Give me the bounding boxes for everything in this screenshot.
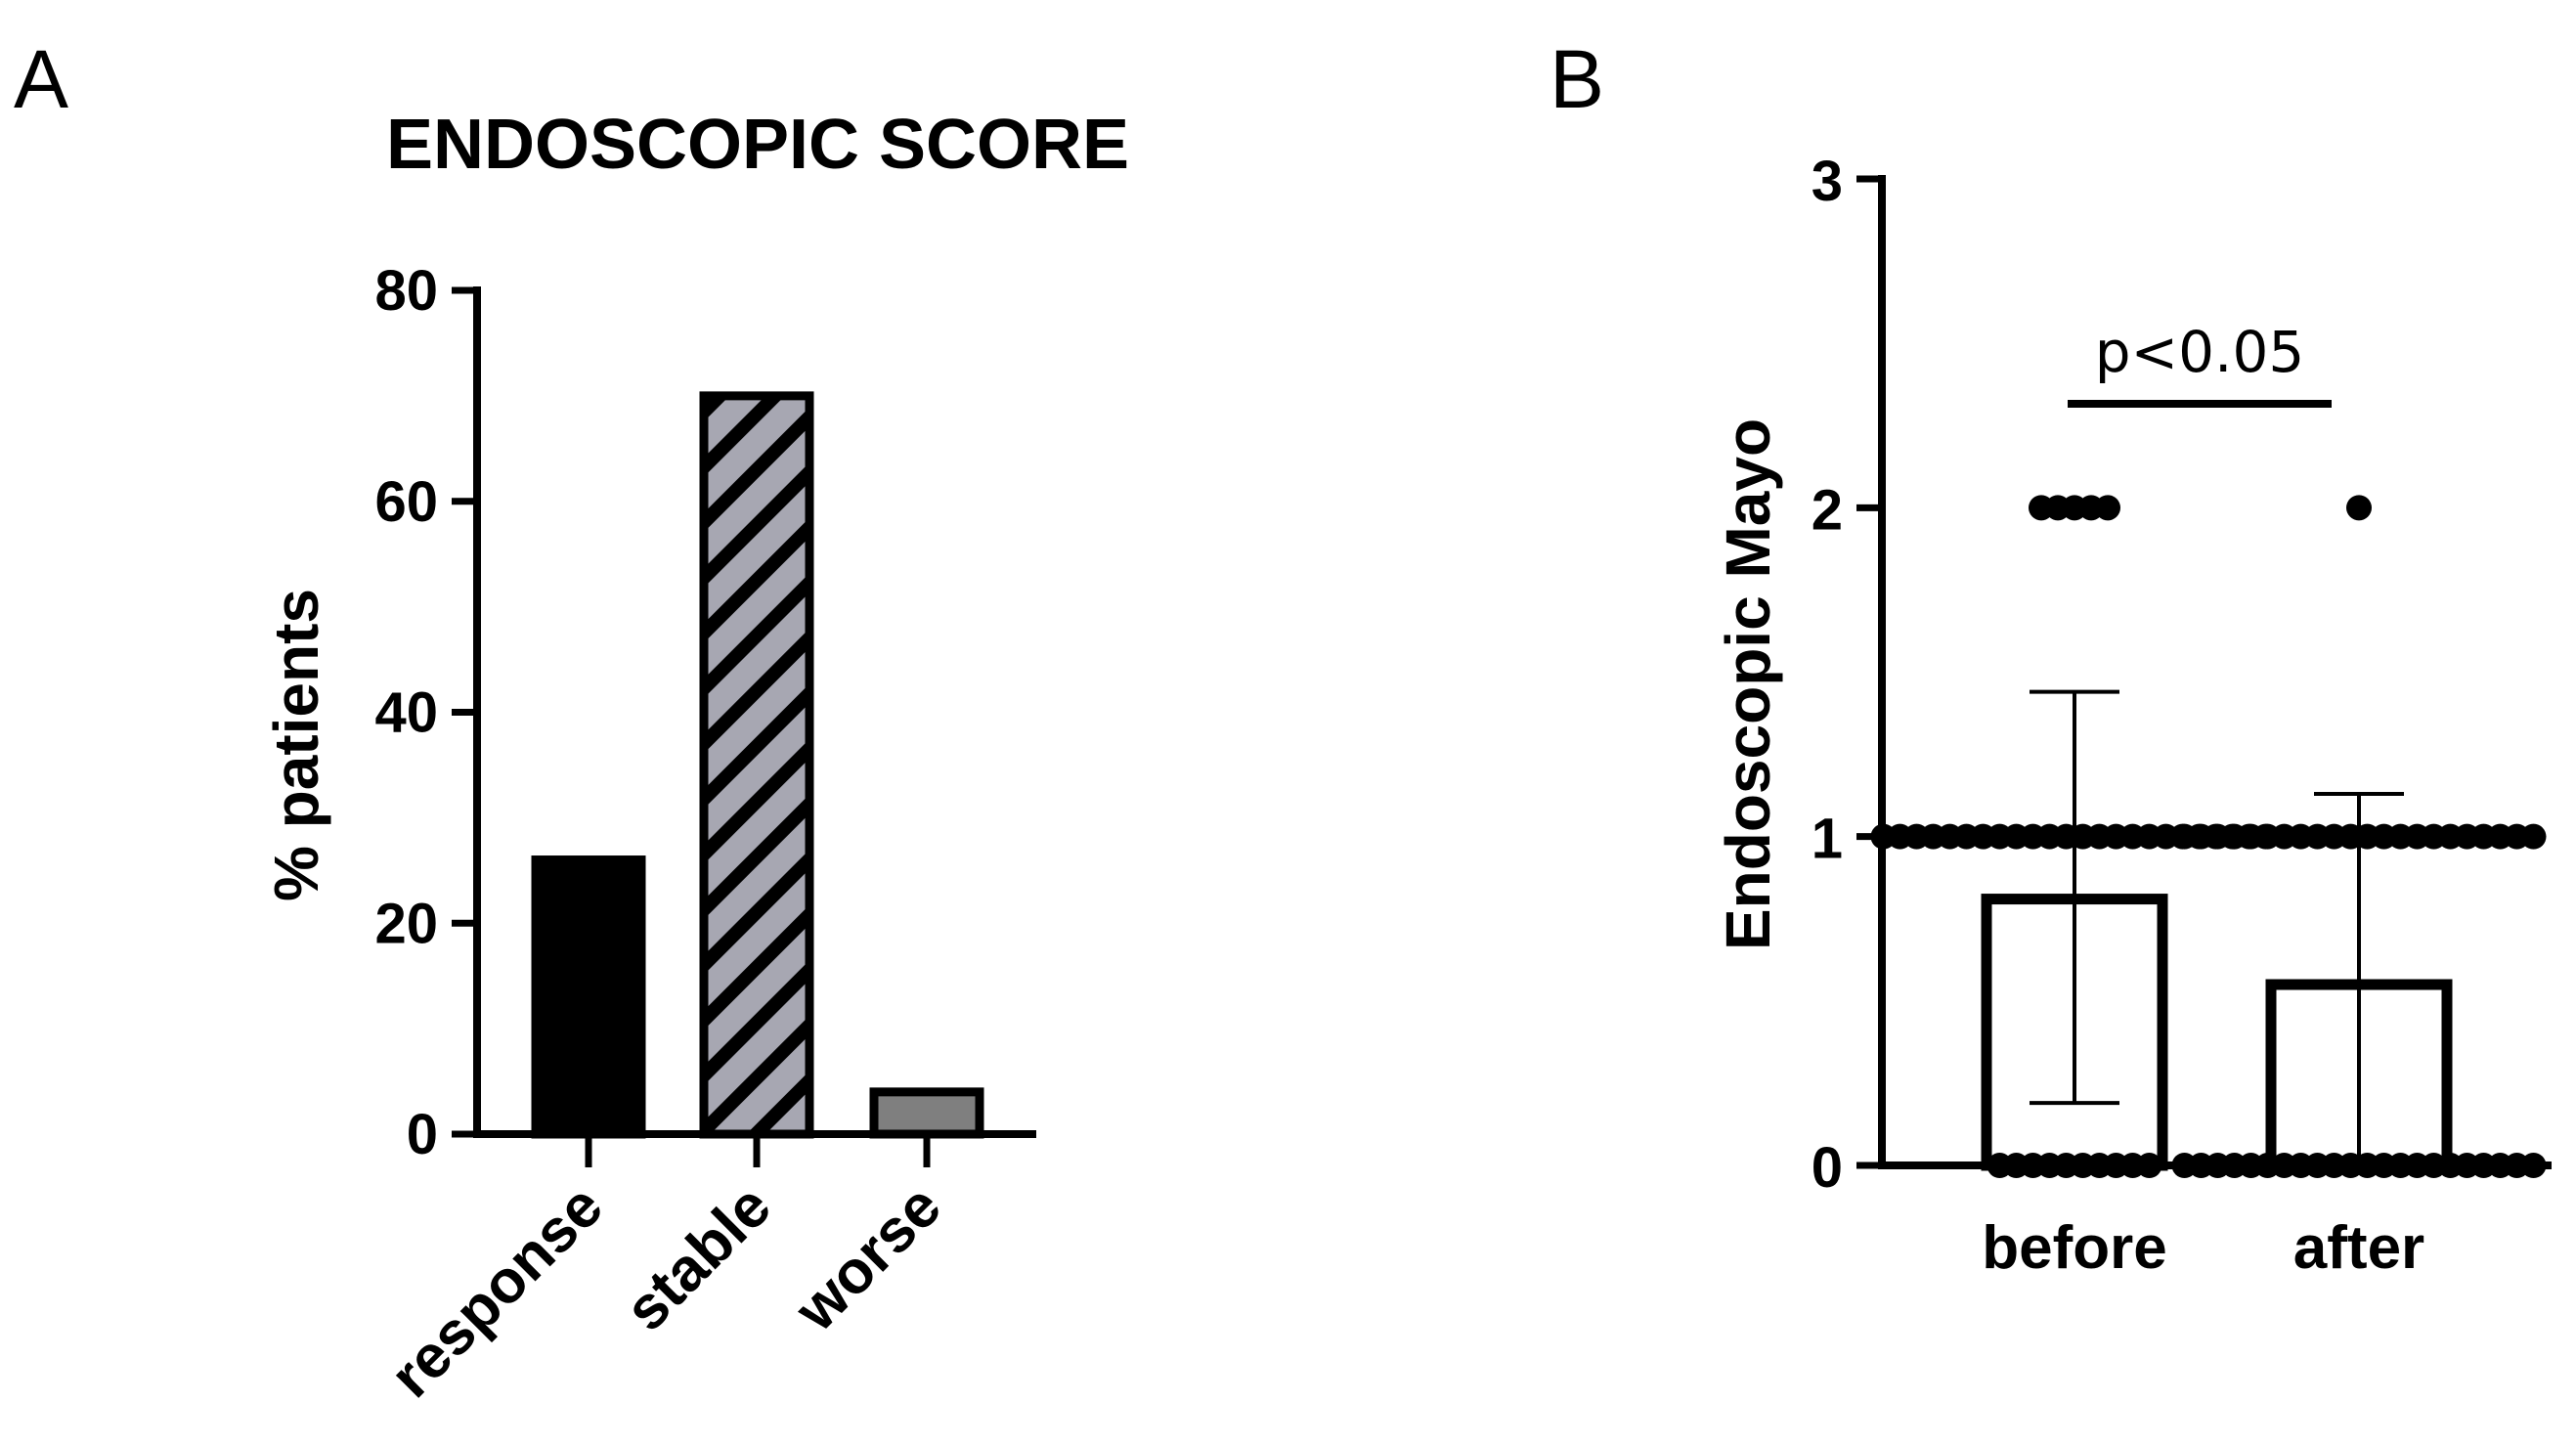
y-tick-label: 1 [1812,808,1843,871]
significance-annotation: p<0.05 [2095,319,2305,385]
panel-a-letter: A [14,33,68,125]
bar-response [531,855,646,1139]
x-tick-label-after: after [2293,1214,2424,1282]
y-tick-label: 3 [1812,150,1843,213]
panel-a-bars [531,391,984,1139]
data-point-after [2520,823,2547,850]
x-tick-label-before: before [1982,1214,2166,1282]
panel-b-y-ticks: 0 1 2 3 [1812,150,1882,1200]
panel-b-axes [1878,175,2552,1169]
panel-b-error-bars [2030,689,2404,1165]
data-point-before [2095,495,2120,521]
panel-a-title: ENDOSCOPIC SCORE [386,106,1129,184]
y-tick-label: 20 [374,892,438,955]
panel-b-y-axis-label: Endoscopic Mayo [1713,418,1783,950]
panel-a-y-ticks: 0 20 40 60 80 [374,259,477,1166]
x-tick-label-response: response [377,1172,616,1411]
data-point-after [2346,495,2372,521]
panel-b-chart: B Endoscopic Mayo 0 1 2 3 before after p<0.0… [1550,33,2552,1282]
panel-a-y-axis-label: % patients [261,589,331,901]
y-tick-label: 40 [374,681,438,745]
y-tick-label: 0 [1812,1136,1843,1200]
bar-stable [699,391,814,1139]
y-tick-label: 2 [1812,478,1843,542]
panel-b-bars [1981,894,2453,1171]
x-tick-label-stable: stable [612,1172,784,1344]
y-tick-label: 0 [407,1103,438,1166]
panel-b-letter: B [1550,33,1604,125]
y-tick-label: 60 [374,470,438,534]
x-tick-label-worse: worse [782,1172,954,1344]
panel-a-chart: A ENDOSCOPIC SCORE % patients 020406080 … [14,33,1129,1411]
bar-worse [869,1087,984,1139]
y-tick-label: 80 [374,259,438,323]
panel-b-x-ticks: before after [1982,1214,2424,1282]
